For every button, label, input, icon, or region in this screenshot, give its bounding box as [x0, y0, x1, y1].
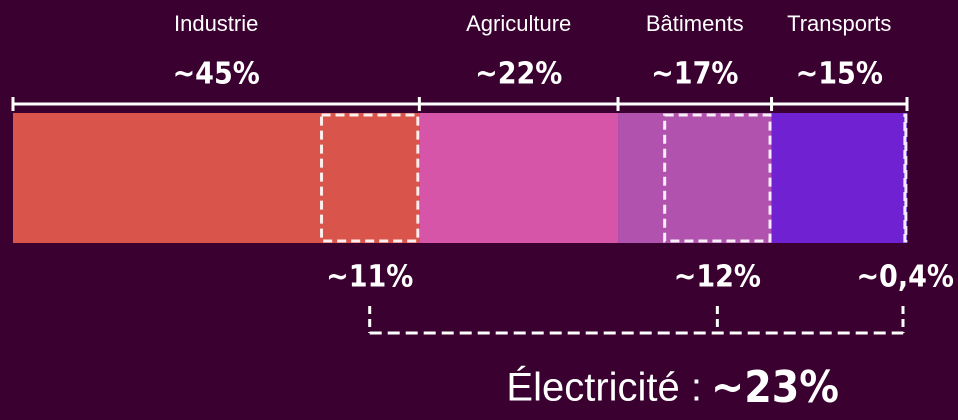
- electricity-value-label: ~11%: [326, 260, 413, 295]
- electricity-value-label: ~0,4%: [856, 260, 953, 295]
- value-label: ~17%: [651, 57, 738, 92]
- electricity-box: [663, 113, 772, 243]
- electricity-box: [903, 113, 908, 243]
- electricity-total: ~23%: [711, 362, 839, 413]
- category-label: Agriculture: [466, 11, 571, 36]
- bar-segment: [618, 113, 772, 243]
- bar-segment: [13, 113, 420, 243]
- value-label: ~45%: [173, 57, 260, 92]
- electricity-box: [320, 113, 420, 243]
- value-label: ~15%: [796, 57, 883, 92]
- bar-segment: [771, 113, 907, 243]
- category-label: Bâtiments: [646, 11, 744, 36]
- category-label: Industrie: [174, 11, 258, 36]
- electricity-value-label: ~12%: [674, 260, 761, 295]
- electricity-label: Électricité :: [506, 365, 702, 410]
- category-label: Transports: [787, 11, 891, 36]
- bar-segment: [419, 113, 619, 243]
- value-label: ~22%: [475, 57, 562, 92]
